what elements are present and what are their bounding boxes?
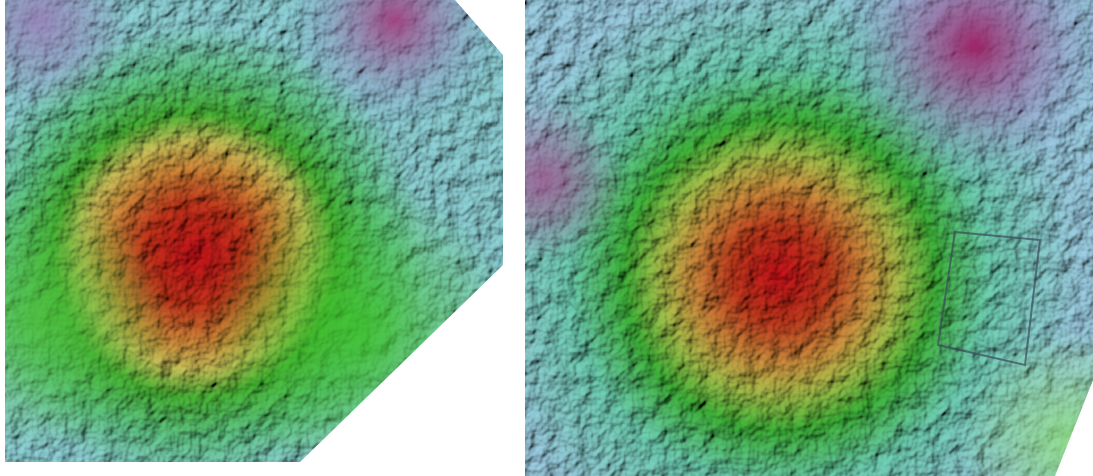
right-green-area [520,0,1093,476]
screenshot [0,0,1093,476]
left-elevation-map [0,0,510,470]
page [0,0,1093,476]
right-elevation-map [520,0,1093,476]
left-purple-area [0,0,510,470]
